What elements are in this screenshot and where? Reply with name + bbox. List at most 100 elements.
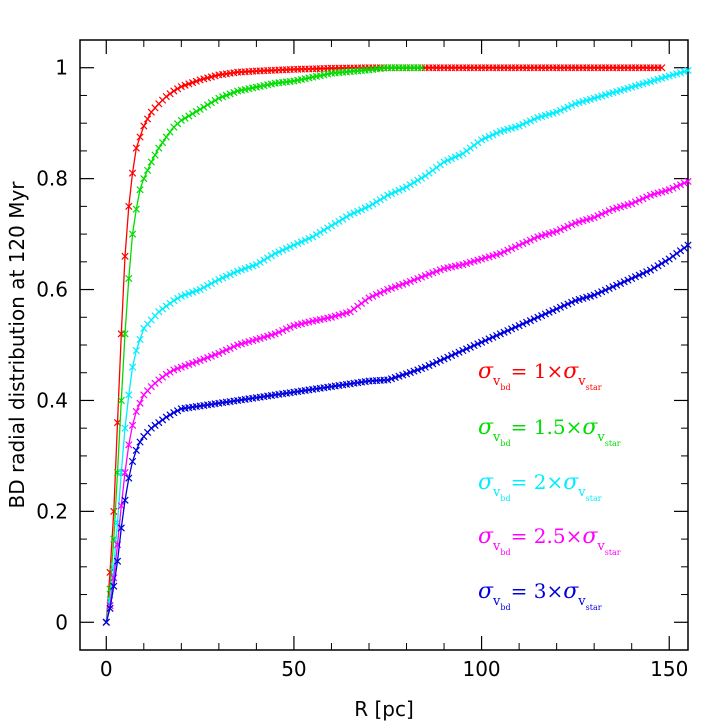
data-point-marker [601, 208, 610, 217]
data-point-marker [264, 254, 272, 262]
data-point-marker [196, 105, 204, 113]
data-point-marker [406, 181, 414, 189]
data-point-marker [556, 303, 565, 311]
data-point-marker [286, 323, 294, 331]
data-point-marker [380, 287, 388, 295]
data-point-marker [425, 270, 433, 278]
data-point-marker [530, 115, 538, 123]
data-point-marker [125, 474, 133, 482]
data-point-marker [568, 101, 576, 110]
data-point-marker [429, 166, 437, 174]
data-point-marker [121, 468, 129, 477]
data-point-marker [425, 169, 433, 177]
data-point-marker [549, 306, 557, 315]
data-point-marker [158, 416, 167, 424]
data-point-marker [417, 174, 426, 182]
data-point-marker [568, 221, 576, 229]
data-point-marker [455, 348, 463, 356]
data-point-marker [271, 249, 279, 258]
data-point-marker [166, 299, 174, 308]
data-point-marker [462, 345, 471, 353]
y-tick-label: 0.6 [36, 278, 68, 302]
y-tick-label: 0.2 [36, 499, 68, 523]
data-point-marker [132, 205, 140, 213]
data-point-marker [628, 199, 636, 208]
data-point-marker [477, 338, 486, 346]
data-point-marker [598, 288, 606, 296]
data-point-marker [661, 257, 670, 265]
data-point-marker [136, 399, 144, 407]
data-point-marker [470, 341, 478, 350]
data-point-marker [560, 224, 568, 232]
x-tick-label: 0 [100, 657, 113, 681]
data-point-marker [350, 209, 358, 217]
data-point-marker [669, 184, 677, 192]
data-point-marker [173, 364, 182, 373]
data-point-marker [500, 248, 508, 256]
data-point-marker [436, 161, 444, 169]
data-point-marker [282, 325, 291, 333]
data-point-marker [162, 370, 170, 379]
data-point-marker [440, 355, 448, 363]
data-point-marker [507, 325, 516, 333]
data-point-marker [162, 413, 170, 421]
data-point-marker [162, 133, 170, 141]
data-point-marker [222, 91, 230, 99]
data-point-marker [421, 272, 429, 280]
data-point-marker [489, 131, 497, 139]
y-tick-label: 1 [55, 56, 68, 80]
data-point-marker [297, 238, 306, 246]
data-point-marker [136, 438, 144, 446]
data-point-marker [200, 355, 208, 363]
legend-entry-5: σvbd= 3×σvstar [478, 579, 602, 612]
data-point-marker [489, 333, 497, 341]
data-point-marker [432, 267, 441, 275]
data-point-marker [526, 236, 534, 244]
data-point-marker [132, 407, 140, 416]
data-point-marker [226, 90, 234, 98]
data-point-marker [492, 129, 501, 137]
data-point-marker [173, 294, 182, 303]
data-point-marker [222, 346, 230, 354]
data-point-marker [121, 330, 129, 338]
data-point-marker [658, 64, 666, 72]
data-point-marker [170, 297, 178, 305]
data-point-marker [372, 198, 381, 206]
data-point-marker [166, 128, 174, 136]
data-point-marker [553, 108, 561, 116]
data-point-marker [158, 373, 167, 381]
data-point-marker [492, 331, 501, 340]
data-point-marker [309, 233, 317, 241]
data-point-marker [432, 163, 441, 172]
data-point-marker [639, 269, 647, 278]
y-tick-label: 0.8 [36, 167, 68, 191]
data-point-marker [312, 231, 321, 239]
data-point-marker [650, 264, 658, 272]
data-point-marker [151, 421, 159, 430]
data-point-marker [196, 356, 204, 365]
data-point-marker [207, 279, 215, 288]
data-point-marker [522, 318, 531, 326]
data-point-marker [658, 259, 666, 268]
data-point-marker [155, 376, 163, 384]
data-point-marker [421, 172, 429, 180]
data-point-marker [500, 328, 508, 336]
data-point-marker [620, 278, 628, 286]
data-point-marker [279, 326, 287, 335]
data-point-marker [376, 289, 384, 297]
legend-entry-3: σvbd= 2×σvstar [478, 470, 602, 503]
data-point-marker [481, 336, 489, 345]
data-point-marker [410, 178, 418, 187]
data-point-marker [170, 366, 178, 374]
data-point-marker [402, 183, 411, 191]
data-point-marker [128, 363, 137, 371]
data-point-marker [207, 99, 215, 107]
data-point-marker [519, 239, 527, 248]
data-point-marker [113, 557, 122, 565]
data-point-marker [301, 236, 309, 244]
data-point-marker [226, 344, 234, 352]
data-point-marker [369, 200, 377, 208]
legend-label: σvbd= 2.5×σvstar [478, 524, 621, 557]
y-axis-label: BD radial distribution at 120 Myr [5, 181, 29, 509]
data-point-marker [564, 222, 572, 230]
